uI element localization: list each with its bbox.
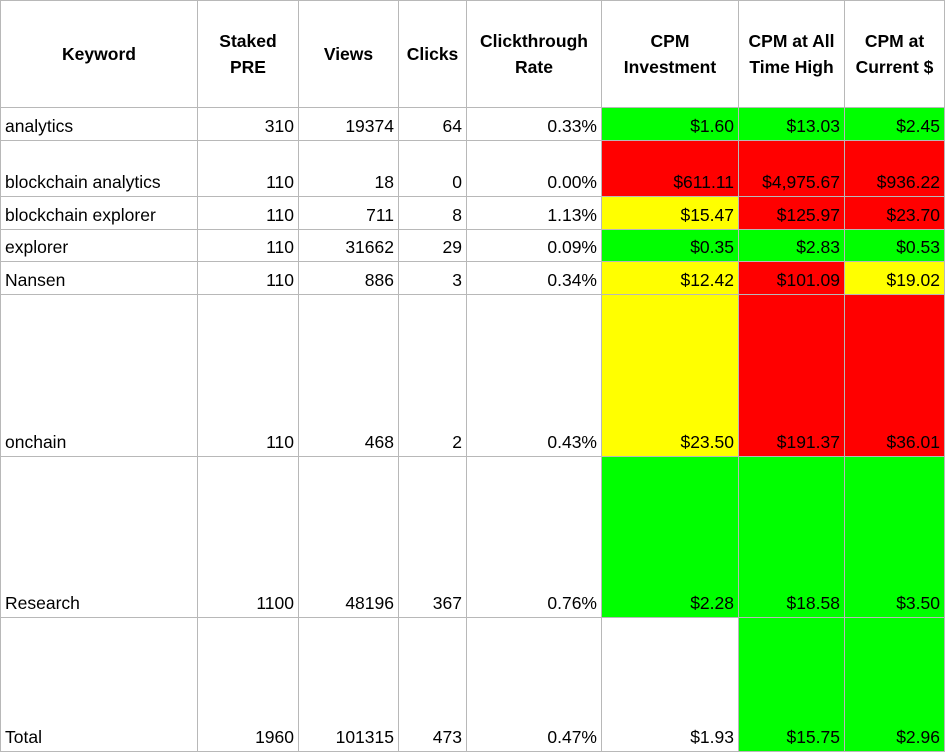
cpm-current-cell[interactable]: $2.45: [844, 107, 945, 141]
keyword-cell[interactable]: Nansen: [0, 261, 198, 295]
staked-pre-cell[interactable]: 110: [197, 140, 299, 197]
staked-pre-cell[interactable]: 310: [197, 107, 299, 141]
cpm-all-time-high-cell[interactable]: $2.83: [738, 229, 845, 262]
cpm-investment-cell[interactable]: $15.47: [601, 196, 739, 230]
clicks-cell[interactable]: 8: [398, 196, 467, 230]
keyword-cell[interactable]: Research: [0, 456, 198, 618]
clickthrough-rate-cell[interactable]: 0.33%: [466, 107, 602, 141]
keyword-cell[interactable]: Total: [0, 617, 198, 752]
staked-pre-cell[interactable]: 110: [197, 229, 299, 262]
clicks-cell[interactable]: 0: [398, 140, 467, 197]
clickthrough-rate-cell[interactable]: 1.13%: [466, 196, 602, 230]
clicks-cell[interactable]: 29: [398, 229, 467, 262]
staked-pre-cell[interactable]: 110: [197, 196, 299, 230]
cpm-current-cell[interactable]: $36.01: [844, 294, 945, 457]
cpm-current-cell[interactable]: $3.50: [844, 456, 945, 618]
table-body: analytics 310 19374 64 0.33% $1.60 $13.03 $2.45…: [0, 107, 945, 752]
cpm-investment-cell[interactable]: $12.42: [601, 261, 739, 295]
cpm-all-time-high-cell[interactable]: $4,975.67: [738, 140, 845, 197]
table-row: onchain 110 468 2 0.43% $23.50 $191.37 $36.01: [0, 294, 945, 457]
header-clicks: Clicks: [398, 0, 467, 108]
cpm-all-time-high-cell[interactable]: $125.97: [738, 196, 845, 230]
header-staked-pre: Staked PRE: [197, 0, 299, 108]
clicks-cell[interactable]: 2: [398, 294, 467, 457]
clickthrough-rate-cell[interactable]: 0.09%: [466, 229, 602, 262]
views-cell[interactable]: 886: [298, 261, 399, 295]
staked-pre-cell[interactable]: 1960: [197, 617, 299, 752]
clicks-cell[interactable]: 64: [398, 107, 467, 141]
table-row: blockchain explorer 110 711 8 1.13% $15.47 $12…: [0, 196, 945, 230]
header-cpm-current: CPM at Current $: [844, 0, 945, 108]
views-cell[interactable]: 711: [298, 196, 399, 230]
cpm-investment-cell[interactable]: $0.35: [601, 229, 739, 262]
cpm-current-cell[interactable]: $19.02: [844, 261, 945, 295]
keyword-cell[interactable]: onchain: [0, 294, 198, 457]
clickthrough-rate-cell[interactable]: 0.47%: [466, 617, 602, 752]
cpm-current-cell[interactable]: $0.53: [844, 229, 945, 262]
cpm-current-cell[interactable]: $23.70: [844, 196, 945, 230]
header-row: Keyword Staked PRE Views Clicks Clickthr…: [0, 0, 945, 108]
views-cell[interactable]: 31662: [298, 229, 399, 262]
views-cell[interactable]: 19374: [298, 107, 399, 141]
clickthrough-rate-cell[interactable]: 0.76%: [466, 456, 602, 618]
cpm-all-time-high-cell[interactable]: $15.75: [738, 617, 845, 752]
cpm-current-cell[interactable]: $936.22: [844, 140, 945, 197]
cpm-investment-cell[interactable]: $1.93: [601, 617, 739, 752]
clickthrough-rate-cell[interactable]: 0.34%: [466, 261, 602, 295]
cpm-investment-cell[interactable]: $611.11: [601, 140, 739, 197]
views-cell[interactable]: 18: [298, 140, 399, 197]
header-cpm-investment: CPM Investment: [601, 0, 739, 108]
cpm-all-time-high-cell[interactable]: $18.58: [738, 456, 845, 618]
keyword-cell[interactable]: analytics: [0, 107, 198, 141]
keyword-cell[interactable]: explorer: [0, 229, 198, 262]
cpm-all-time-high-cell[interactable]: $101.09: [738, 261, 845, 295]
cpm-all-time-high-cell[interactable]: $191.37: [738, 294, 845, 457]
staked-pre-cell[interactable]: 110: [197, 261, 299, 295]
cpm-current-cell[interactable]: $2.96: [844, 617, 945, 752]
clickthrough-rate-cell[interactable]: 0.00%: [466, 140, 602, 197]
cpm-investment-cell[interactable]: $23.50: [601, 294, 739, 457]
table-row: explorer 110 31662 29 0.09% $0.35 $2.83 $0.53: [0, 229, 945, 262]
table-row: Total 1960 101315 473 0.47% $1.93 $15.75 $2.96: [0, 617, 945, 752]
views-cell[interactable]: 468: [298, 294, 399, 457]
views-cell[interactable]: 48196: [298, 456, 399, 618]
clicks-cell[interactable]: 473: [398, 617, 467, 752]
header-views: Views: [298, 0, 399, 108]
views-cell[interactable]: 101315: [298, 617, 399, 752]
clicks-cell[interactable]: 367: [398, 456, 467, 618]
cpm-investment-cell[interactable]: $2.28: [601, 456, 739, 618]
header-cpm-all-time-high: CPM at All Time High: [738, 0, 845, 108]
staked-pre-cell[interactable]: 1100: [197, 456, 299, 618]
clickthrough-rate-cell[interactable]: 0.43%: [466, 294, 602, 457]
keyword-cell[interactable]: blockchain explorer: [0, 196, 198, 230]
clicks-cell[interactable]: 3: [398, 261, 467, 295]
table-row: blockchain analytics 110 18 0 0.00% $611.11 $4…: [0, 140, 945, 197]
header-keyword: Keyword: [0, 0, 198, 108]
cpm-all-time-high-cell[interactable]: $13.03: [738, 107, 845, 141]
table-row: analytics 310 19374 64 0.33% $1.60 $13.03 $2.45: [0, 107, 945, 141]
cpm-investment-cell[interactable]: $1.60: [601, 107, 739, 141]
table-row: Nansen 110 886 3 0.34% $12.42 $101.09 $19.02: [0, 261, 945, 295]
table-row: Research 1100 48196 367 0.76% $2.28 $18.58 $3.5…: [0, 456, 945, 618]
header-clickthrough-rate: Clickthrough Rate: [466, 0, 602, 108]
staked-pre-cell[interactable]: 110: [197, 294, 299, 457]
keyword-cell[interactable]: blockchain analytics: [0, 140, 198, 197]
